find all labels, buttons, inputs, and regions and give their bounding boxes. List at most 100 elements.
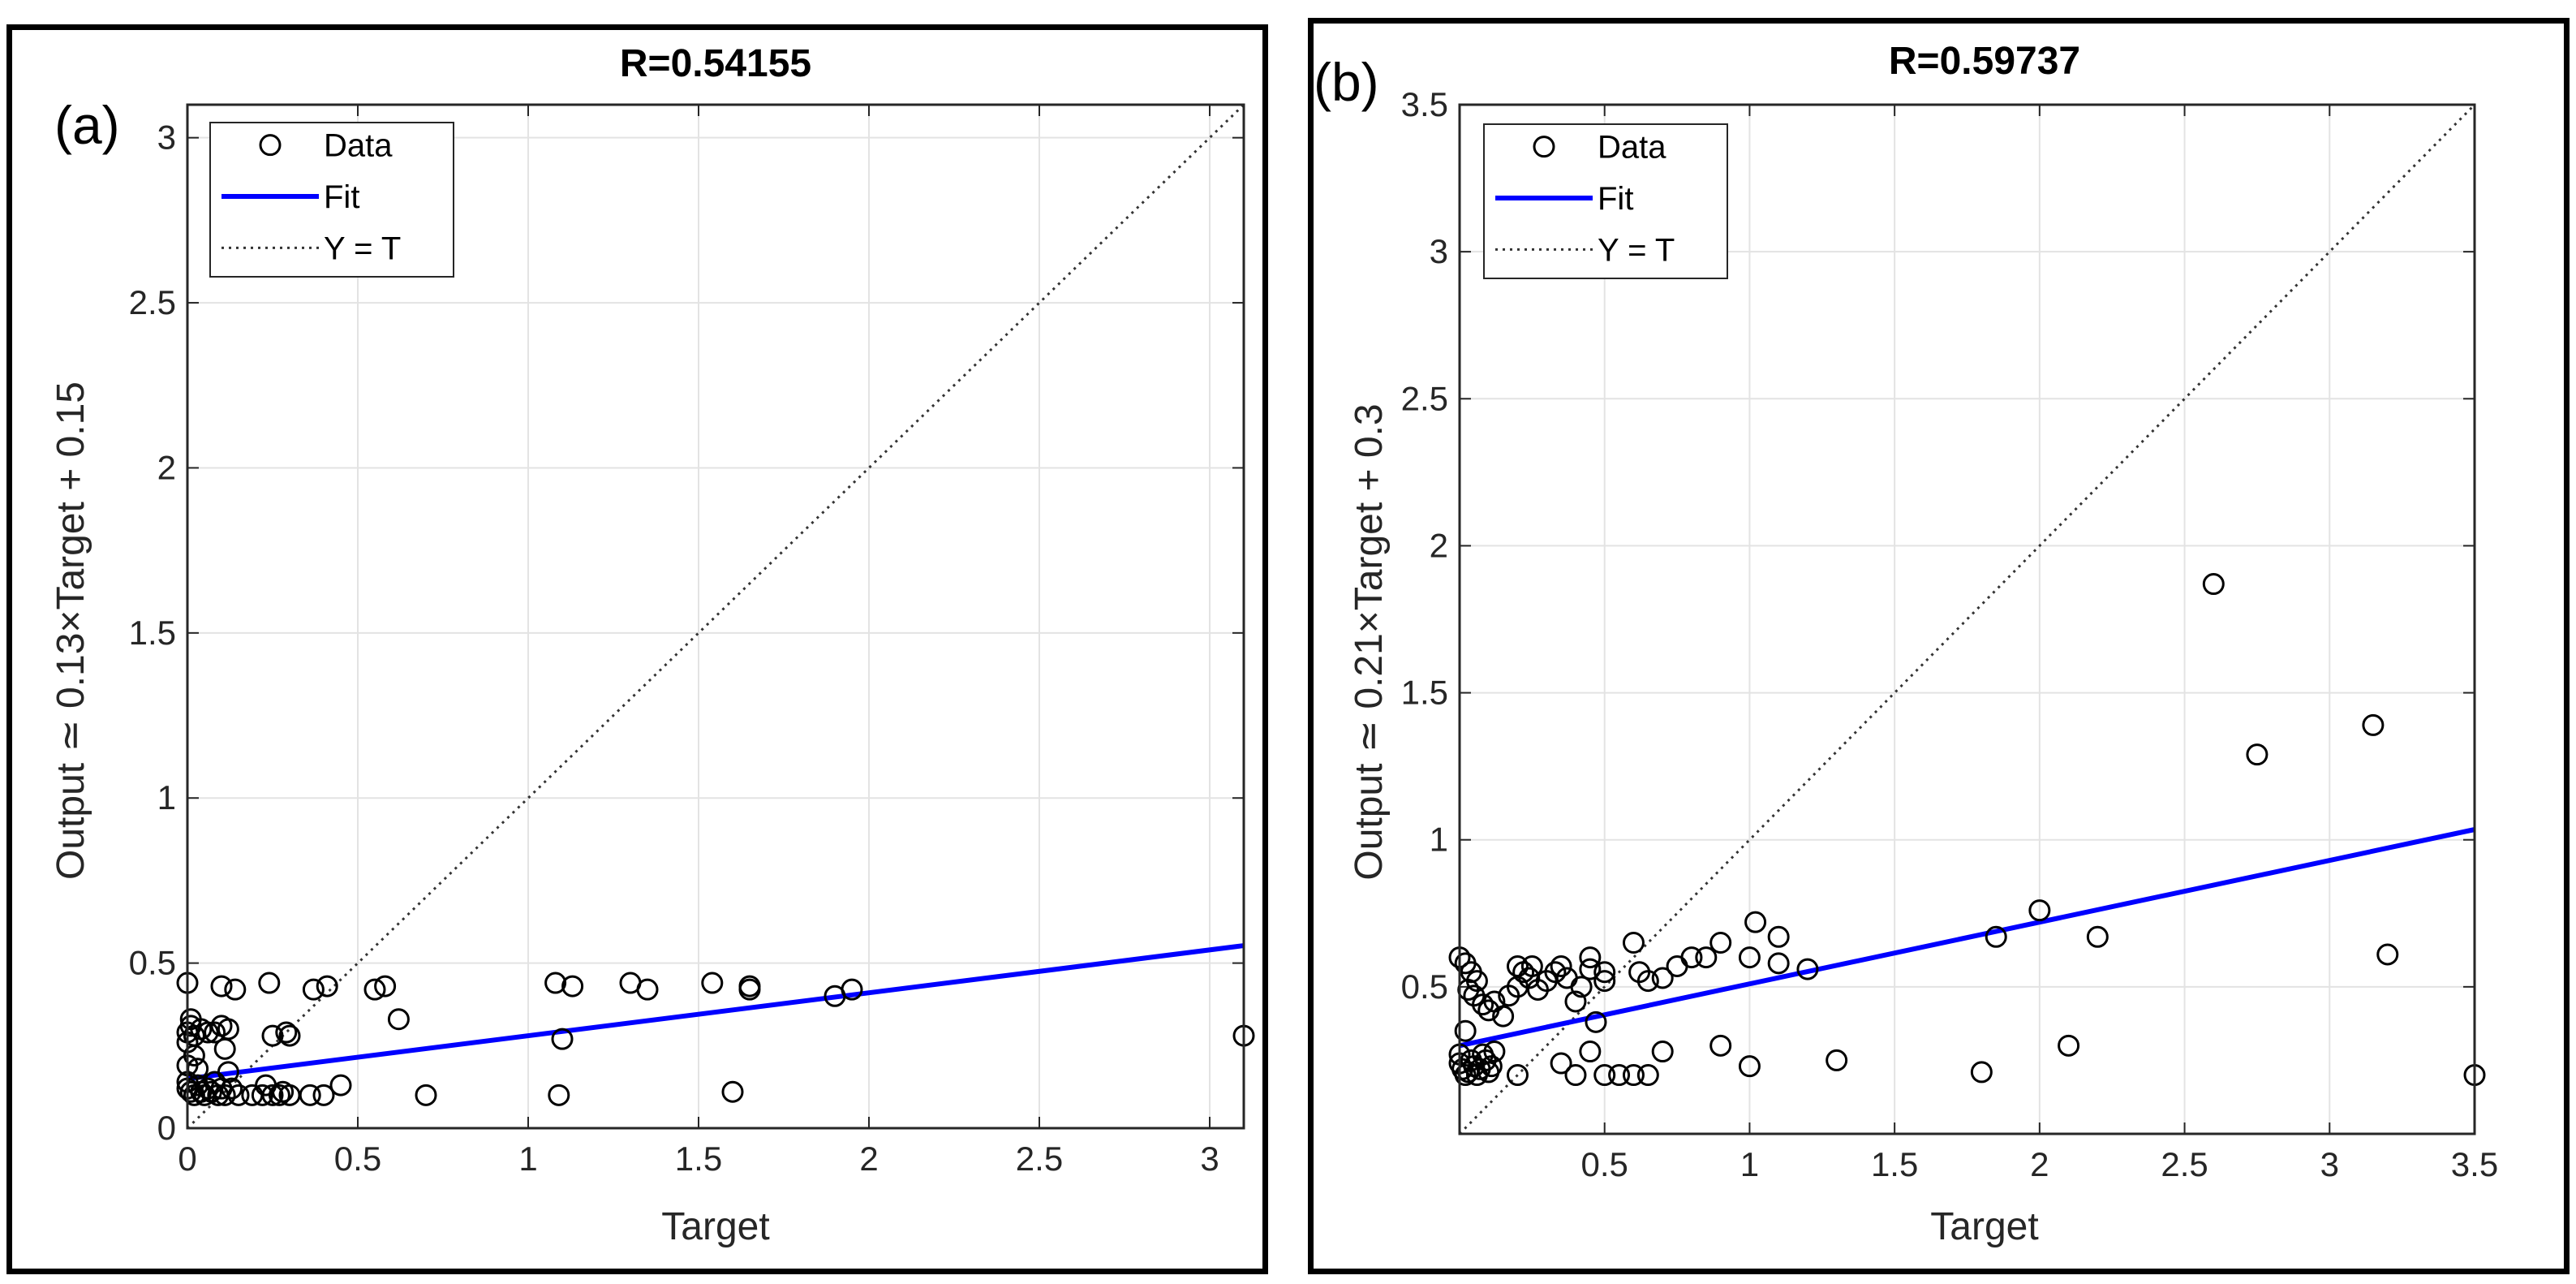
charta-data-point [721,1080,744,1103]
chartb-ytick-label: 3 [1430,232,1448,270]
charta-data-point [227,1084,250,1106]
charta-data-point [841,978,863,1001]
chartb-data-point [1970,1061,1993,1084]
chartb-data-point [1680,946,1703,969]
charta-ytick-label: 2.5 [129,283,176,321]
chartb-legend-box [1483,123,1728,279]
charta-data-point [213,1084,236,1106]
panel-a-label: (a) [54,95,120,155]
chart-b-ylabel: Output ≃ 0.21×Target + 0.3 [1348,403,1391,880]
charta-data-point [299,1084,321,1106]
chartb-data-point [1796,958,1819,980]
chartb-data-point [2246,743,2269,766]
chartb-data-point [1579,1041,1602,1063]
chartb-data-point [1636,970,1659,993]
panel-b-label: (b) [1314,52,1379,112]
charta-legend: Data Fit Y = T [209,122,454,278]
charta-data-point [261,1084,284,1106]
charta-data-point [738,978,761,1001]
charta-data-point [224,978,247,1001]
chartb-data-point [2058,1034,2080,1057]
chartb-data-point [1570,976,1593,998]
chartb-xtick-label: 2 [2030,1145,2049,1183]
chartb-fit-line [1459,827,2475,1049]
charta-xtick-label: 3 [1200,1140,1219,1178]
charta-xtick-label: 1.5 [675,1140,722,1178]
chartb-xtick-label: 0.5 [1581,1145,1628,1183]
charta-ytick-label: 2 [157,448,176,486]
chartb-data-point [1472,993,1494,1016]
chartb-data-point [1579,958,1602,980]
chartb-data-point [1622,932,1645,954]
chart-a-xlabel: Target [661,1205,769,1248]
chartb-data-point [1593,961,1616,984]
chartb-ytick-label: 2 [1430,526,1448,564]
charta-legend-entry: Data [324,128,393,164]
charta-data-point [183,1045,205,1067]
charta-fit-line [187,943,1245,1081]
chartb-data-point [1506,1064,1529,1087]
chartb-xtick-label: 1 [1740,1145,1759,1183]
panel-a-frame: (a) R=0.54155 Target Output ≃ 0.13×Targe… [6,24,1268,1274]
chartb-data-point [1480,1055,1503,1078]
charta-data-point [196,1021,219,1044]
chartb-ytick-label: 0.5 [1401,967,1448,1006]
charta-legend-entry: Fit [324,179,359,215]
charta-data-point [278,1024,301,1047]
charta-data-point [548,1084,570,1106]
charta-legend-box [209,122,454,278]
chartb-xtick-label: 3 [2320,1145,2339,1183]
chartb-data-point [2362,713,2385,736]
chartb-data-point [1585,1010,1607,1033]
charta-data-point [636,978,659,1001]
charta-xtick-label: 1 [518,1140,537,1178]
chartb-data-point [1593,970,1616,993]
charta-ytick-label: 1 [157,778,176,817]
chartb-data-point [1695,946,1718,969]
chartb-data-point [1544,961,1567,984]
chartb-data-point [1608,1064,1631,1087]
chart-a-title: R=0.54155 [620,42,811,85]
chartb-data-point [1622,1064,1645,1087]
chartb-data-point [1651,1041,1674,1063]
chartb-data-point [2028,899,2051,922]
chart-a: (a) R=0.54155 Target Output ≃ 0.13×Targe… [49,42,1255,1248]
chartb-data-point [1550,954,1572,977]
chartb-legend-entry: Data [1598,130,1666,166]
panel-b-frame: (b) R=0.59737 Target Output ≃ 0.21×Targe… [1308,18,2570,1274]
charta-ytick-label: 3 [157,118,176,157]
chartb-ytick-label: 3.5 [1401,85,1448,123]
charta-data-point [261,1024,284,1047]
chartb-data-point [1564,1064,1587,1087]
chartb-xtick-label: 2.5 [2161,1145,2208,1183]
chartb-legend-entry: Fit [1598,181,1633,217]
chartb-data-point [1492,1005,1515,1028]
chart-b-title: R=0.59737 [1889,40,2080,83]
charta-data-point [275,1021,298,1044]
chartb-data-point [1826,1049,1848,1071]
chartb-data-point [1506,954,1529,977]
chartb-data-point [1709,1034,1732,1057]
charta-ytick-label: 1.5 [129,614,176,652]
chartb-ytick-label: 1 [1430,821,1448,859]
charta-data-point [561,975,584,997]
charta-data-point [217,1061,239,1084]
chartb-data-point [1579,946,1602,969]
charta-data-point [210,975,233,997]
chartb-data-point [1709,932,1732,954]
chartb-xtick-label: 1.5 [1871,1145,1918,1183]
chartb-data-point [1985,925,2007,948]
chartb-data-point [1483,1041,1506,1063]
charta-data-point [415,1084,437,1106]
charta-axes-box [186,103,1245,1130]
charta-xtick-label: 2 [859,1140,878,1178]
charta-data-point [302,978,325,1001]
chart-b: (b) R=0.59737 Target Output ≃ 0.21×Targe… [1314,40,2498,1248]
charta-data-point [268,1084,290,1106]
charta-ytick-label: 0 [157,1109,176,1147]
chartb-data-point [1651,967,1674,989]
chartb-data-point [1767,952,1790,975]
charta-data-point [551,1028,574,1050]
chartb-xtick-label: 3.5 [2451,1145,2498,1183]
chartb-data-point [1593,1064,1616,1087]
